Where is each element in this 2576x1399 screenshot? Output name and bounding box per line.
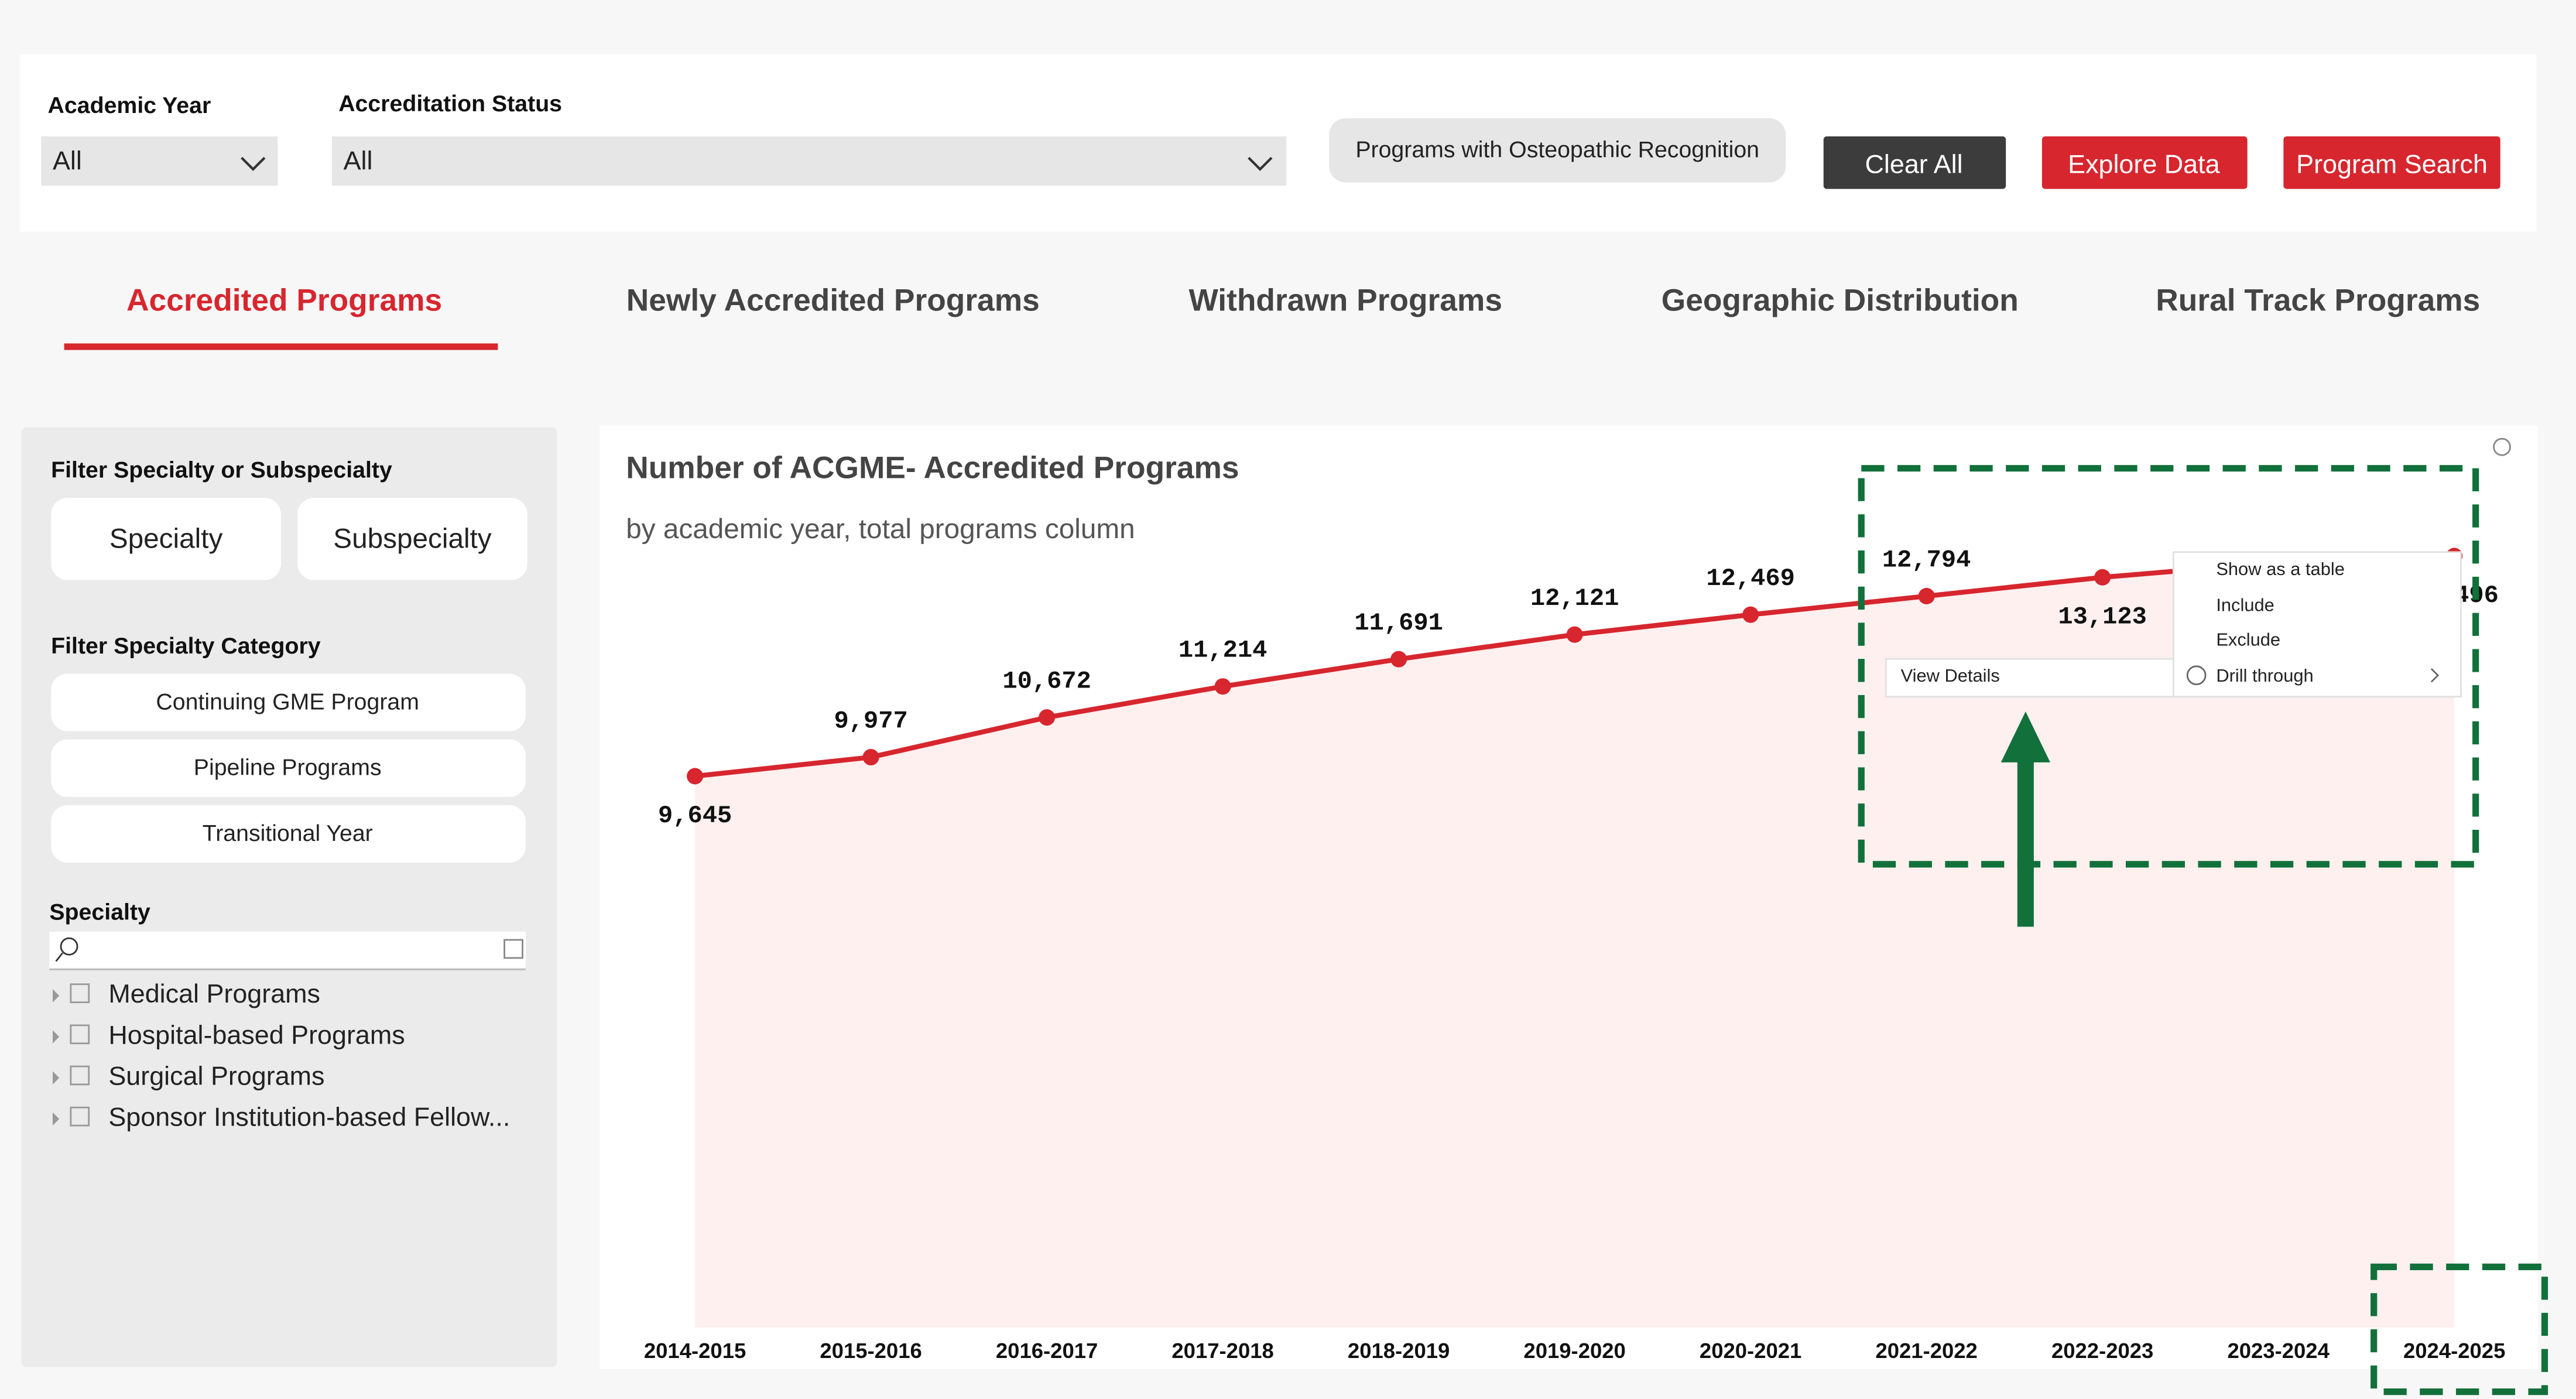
list-item[interactable]: Hospital-based Programs: [108, 1020, 405, 1049]
point: [862, 748, 879, 766]
menu-item[interactable]: Include: [2216, 595, 2274, 615]
data-label: 12,469: [1706, 565, 1795, 593]
x-tick-label: 2023-2024: [2227, 1339, 2330, 1363]
button-label: Explore Data: [2068, 149, 2219, 179]
menu-panel: [2172, 551, 2462, 698]
x-tick-label: 2022-2023: [2051, 1339, 2153, 1363]
arrow: [2017, 755, 2034, 927]
dropdown-value: All: [53, 146, 82, 176]
button[interactable]: [1329, 118, 1786, 183]
toggle-button[interactable]: [297, 498, 527, 580]
dropdown[interactable]: [41, 136, 278, 186]
menu-icon: [2186, 665, 2207, 686]
data-label: 13,123: [2058, 603, 2147, 631]
list-item[interactable]: Medical Programs: [108, 979, 320, 1008]
point: [687, 768, 704, 785]
toggle-button[interactable]: [51, 498, 281, 580]
button-label: Clear All: [1865, 149, 1962, 179]
button-label: Transitional Year: [203, 820, 373, 846]
point: [1742, 606, 1759, 623]
highlight-box: [2371, 1263, 2548, 1395]
button-label: Programs with Osteopathic Recognition: [1355, 137, 1759, 163]
tab[interactable]: Accredited Programs: [126, 283, 442, 317]
menu-item[interactable]: Drill through: [2216, 665, 2313, 686]
list-item[interactable]: Sponsor Institution-based Fellow...: [108, 1102, 510, 1132]
point: [1918, 587, 1935, 604]
help-icon[interactable]: [2493, 437, 2511, 456]
point: [1390, 651, 1407, 668]
search-icon: [60, 937, 78, 956]
checkbox[interactable]: [70, 983, 90, 1003]
category-button[interactable]: [51, 805, 526, 863]
point: [2094, 569, 2111, 586]
search-icon: [55, 952, 63, 962]
x-tick-label: 2024-2025: [2403, 1339, 2505, 1363]
x-tick-label: 2016-2017: [996, 1339, 1098, 1363]
point: [1214, 678, 1231, 695]
tab-underline: [64, 343, 498, 350]
button[interactable]: [2283, 136, 2500, 189]
section-title: Filter Specialty or Subspecialty: [51, 457, 392, 483]
menu-item[interactable]: Exclude: [2216, 629, 2280, 649]
submenu-arrow: [2430, 668, 2440, 683]
dropdown-value: All: [344, 146, 373, 176]
chart-subtitle: by academic year, total programs column: [626, 514, 1135, 545]
data-label: 9,977: [834, 707, 907, 735]
data-label: 11,214: [1179, 637, 1268, 665]
clear-icon[interactable]: [503, 939, 523, 959]
category-button[interactable]: [51, 673, 526, 731]
button-label: Continuing GME Program: [156, 689, 419, 714]
expand-icon[interactable]: [52, 1071, 60, 1085]
checkbox[interactable]: [70, 1024, 90, 1045]
checkbox[interactable]: [70, 1065, 90, 1086]
section-title: Filter Specialty Category: [51, 633, 321, 659]
button-label: Program Search: [2296, 149, 2488, 179]
dropdown[interactable]: [331, 136, 1287, 186]
x-tick-label: 2018-2019: [1348, 1339, 1450, 1363]
context-menu: View Details Show as a table Include Exc…: [1885, 551, 2462, 698]
menu-item[interactable]: View Details: [1901, 665, 2000, 686]
x-tick-label: 2017-2018: [1171, 1339, 1273, 1363]
tab[interactable]: Geographic Distribution: [1662, 283, 2019, 317]
category-button[interactable]: [51, 739, 526, 797]
button[interactable]: [1823, 136, 2006, 189]
menu-item[interactable]: Show as a table: [2216, 559, 2345, 579]
button-label: Specialty: [109, 524, 223, 555]
point: [1566, 626, 1583, 643]
expand-icon[interactable]: [52, 989, 60, 1003]
highlight-box: [1858, 465, 2479, 868]
data-label: 11,691: [1354, 609, 1443, 637]
tab[interactable]: Rural Track Programs: [2156, 283, 2480, 317]
checkbox[interactable]: [70, 1106, 90, 1127]
arrow-head: [2000, 711, 2050, 762]
x-tick-label: 2020-2021: [1700, 1339, 1801, 1363]
data-label: 12,794: [1882, 546, 1971, 574]
chevron: [241, 156, 266, 171]
expand-icon[interactable]: [52, 1030, 60, 1044]
x-tick-label: 2014-2015: [644, 1339, 746, 1363]
expand-icon[interactable]: [52, 1112, 60, 1126]
sidebar: [21, 427, 557, 1367]
x-tick-label: 2019-2020: [1523, 1339, 1625, 1363]
button[interactable]: [2041, 136, 2248, 189]
button-label: Pipeline Programs: [194, 755, 382, 781]
filter-label: Academic Year: [48, 93, 211, 118]
tab[interactable]: Newly Accredited Programs: [626, 283, 1040, 317]
chart-title: Number of ACGME- Accredited Programs: [626, 451, 1239, 485]
button-label: Subspecialty: [333, 524, 492, 555]
data-label: 9,645: [658, 802, 732, 830]
section-title: Specialty: [49, 899, 150, 925]
tab[interactable]: Withdrawn Programs: [1188, 283, 1502, 317]
specialty-list: Medical Programs Hospital-based Programs…: [52, 979, 510, 1132]
chevron: [1248, 156, 1273, 171]
x-tick-label: 2021-2022: [1875, 1339, 1977, 1363]
list-item[interactable]: Surgical Programs: [108, 1061, 324, 1091]
search-box[interactable]: [49, 931, 526, 968]
filter-label: Accreditation Status: [338, 91, 562, 117]
point: [1039, 709, 1056, 726]
data-label: 10,672: [1002, 668, 1091, 696]
data-label: 12,121: [1530, 584, 1619, 613]
x-tick-label: 2015-2016: [820, 1339, 922, 1363]
